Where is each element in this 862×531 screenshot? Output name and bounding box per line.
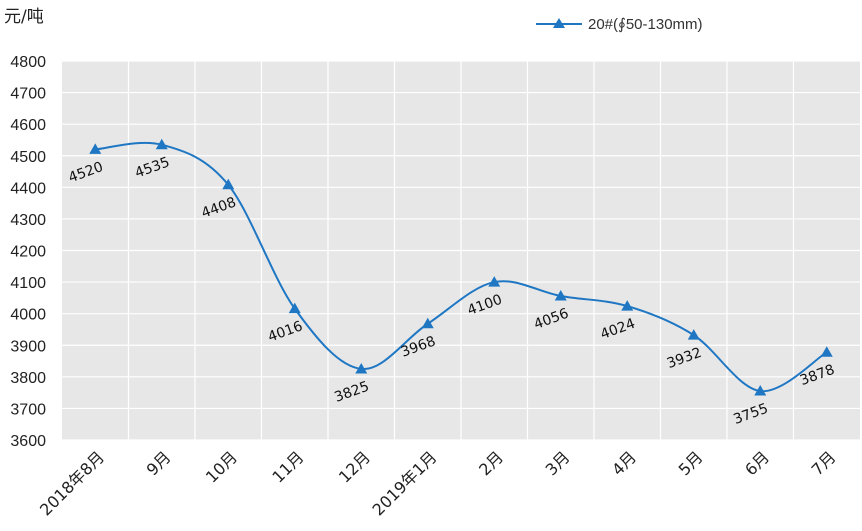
y-tick-label: 3800 <box>10 370 46 387</box>
x-tick-label: 10月 <box>202 447 241 486</box>
legend-series-label: 20#(∮50-130mm) <box>588 16 703 33</box>
y-tick-label: 4200 <box>10 244 46 261</box>
y-tick-label: 4800 <box>10 54 46 71</box>
data-point-marker <box>155 138 168 150</box>
data-point-marker <box>421 317 434 329</box>
y-tick-label: 4600 <box>10 117 46 134</box>
data-point-marker <box>355 362 368 374</box>
x-tick-label: 2月 <box>475 447 507 479</box>
x-tick-label: 3月 <box>542 447 574 479</box>
y-tick-label: 3600 <box>10 433 46 450</box>
x-tick-label: 12月 <box>335 447 374 486</box>
x-tick-label: 11月 <box>268 447 307 486</box>
data-point-marker <box>820 346 833 357</box>
x-tick-label: 2019年1月 <box>369 447 441 519</box>
y-tick-label: 4500 <box>10 149 46 166</box>
x-tick-label: 4月 <box>608 447 640 479</box>
y-tick-label: 3900 <box>10 338 46 355</box>
data-point-marker <box>554 289 567 301</box>
chart-legend: 20#(∮50-130mm) <box>536 15 703 33</box>
y-tick-label: 4300 <box>10 212 46 229</box>
x-tick-label: 5月 <box>675 447 707 479</box>
data-point-marker <box>222 178 235 190</box>
series-line <box>95 141 828 393</box>
data-point-marker <box>621 300 634 311</box>
y-tick-label: 3700 <box>10 401 46 418</box>
y-tick-label: 4400 <box>10 180 46 197</box>
data-point-marker <box>288 302 301 314</box>
y-tick-label: 4700 <box>10 86 46 103</box>
data-point-marker <box>89 143 102 154</box>
x-tick-label: 9月 <box>143 447 175 479</box>
x-tick-label: 7月 <box>808 447 840 479</box>
x-tick-label: 2018年8月 <box>36 447 108 519</box>
data-point-marker <box>754 385 767 396</box>
data-point-marker <box>488 276 501 287</box>
y-axis-unit-label: 元/吨 <box>4 7 44 27</box>
x-tick-label: 6月 <box>741 447 773 479</box>
data-point-marker <box>687 329 700 340</box>
y-tick-label: 4000 <box>10 307 46 324</box>
y-tick-label: 4100 <box>10 275 46 292</box>
legend-line-triangle-icon <box>536 18 582 28</box>
